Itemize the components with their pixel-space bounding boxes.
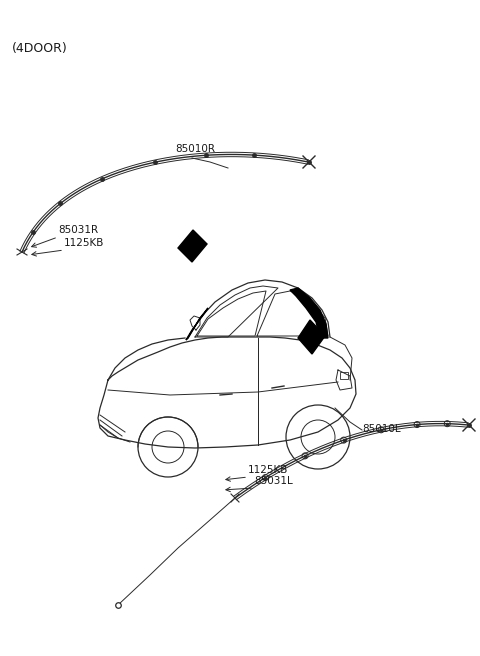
Bar (340, 372, 348, 379)
Text: 85010R: 85010R (175, 144, 215, 154)
Text: 1125KB: 1125KB (248, 465, 288, 475)
Text: 85031L: 85031L (254, 476, 293, 486)
Polygon shape (298, 320, 325, 354)
Text: 85010L: 85010L (362, 424, 401, 434)
Text: 85031R: 85031R (58, 225, 98, 235)
Polygon shape (178, 230, 207, 262)
Text: (4DOOR): (4DOOR) (12, 42, 68, 55)
Polygon shape (290, 288, 328, 338)
Text: 1125KB: 1125KB (64, 238, 104, 248)
Polygon shape (186, 308, 208, 340)
